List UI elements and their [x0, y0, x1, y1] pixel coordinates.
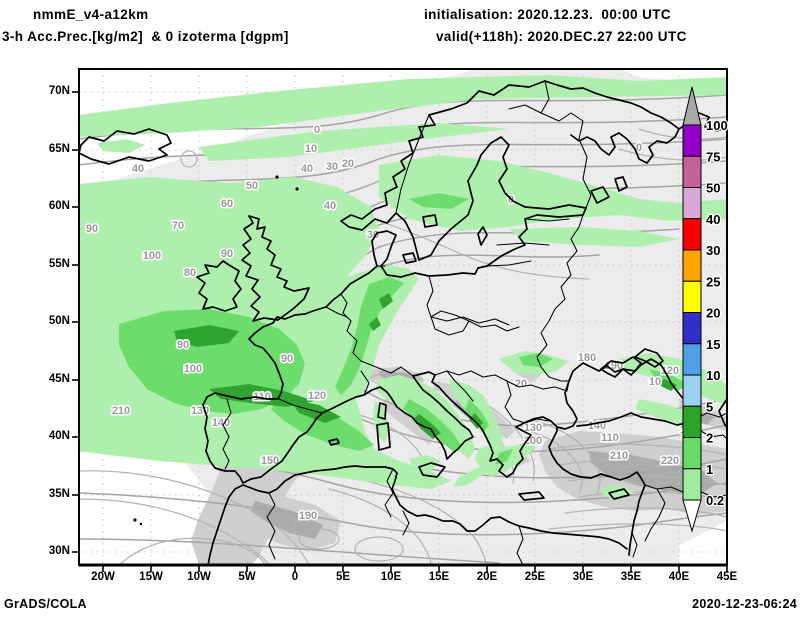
- lat-axis-label: 45N: [34, 373, 70, 385]
- contour-label: 40: [301, 163, 313, 175]
- contour-label: 190: [299, 510, 317, 522]
- colorbar-label: 5: [706, 399, 713, 414]
- lat-axis-label: 65N: [34, 143, 70, 155]
- lon-axis-label: 10W: [179, 571, 219, 583]
- contour-label: 60: [221, 198, 233, 210]
- contour-label: 70: [172, 220, 184, 232]
- contour-label: 0: [314, 124, 320, 136]
- lon-axis-label: 25E: [515, 571, 555, 583]
- lat-axis-label: 70N: [34, 85, 70, 97]
- colorbar-segment: [683, 125, 701, 156]
- colorbar-segment: [683, 281, 701, 312]
- colorbar-segment: [683, 219, 701, 250]
- lat-axis-label: 60N: [34, 200, 70, 212]
- contour-label: 50: [246, 180, 258, 192]
- lat-axis-label: 40N: [34, 430, 70, 442]
- lon-axis-label: 5W: [227, 571, 267, 583]
- lon-axis-label: 15E: [419, 571, 459, 583]
- colorbar-segment: [683, 250, 701, 281]
- contour-label: 120: [308, 390, 326, 402]
- contour-label: 90: [221, 248, 233, 260]
- contour-label: 100: [143, 250, 161, 262]
- colorbar-label: 15: [706, 337, 720, 352]
- lon-axis-label: 10E: [371, 571, 411, 583]
- colorbar-segment: [683, 469, 701, 500]
- colorbar-label: 75: [706, 149, 720, 164]
- contour-label: 80: [184, 267, 196, 279]
- lon-axis-label: 20W: [83, 571, 123, 583]
- colorbar-label: 30: [706, 243, 720, 258]
- colorbar-segment: [683, 188, 701, 219]
- lon-axis-label: 0: [275, 571, 315, 583]
- contour-label: 120: [661, 365, 679, 377]
- lat-axis-label: 30N: [34, 545, 70, 557]
- colorbar-segment: [683, 156, 701, 187]
- contour-label: 90: [177, 339, 189, 351]
- colorbar-label: 2: [706, 431, 713, 446]
- colorbar-label: 25: [706, 274, 720, 289]
- lat-axis-label: 50N: [34, 315, 70, 327]
- contour-label: 10: [649, 376, 661, 388]
- lon-axis-label: 35E: [611, 571, 651, 583]
- contour-label: 90: [281, 353, 293, 365]
- contour-label: 180: [578, 352, 596, 364]
- colorbar-label: 1: [706, 462, 713, 477]
- contour-label: 20: [515, 378, 527, 390]
- colorbar-label: 50: [706, 181, 720, 196]
- contour-label: 210: [112, 405, 130, 417]
- colorbar-label: 20: [706, 306, 720, 321]
- grads-weather-chart: nmmE_v4-a12km 3-h Acc.Prec.[kg/m2] & 0 i…: [0, 0, 800, 618]
- colorbar-label: 0.2: [706, 493, 724, 508]
- lat-axis-label: 55N: [34, 258, 70, 270]
- colorbar-segment: [683, 438, 701, 469]
- contour-label: 90: [86, 223, 98, 235]
- colorbar-label: 40: [706, 212, 720, 227]
- contour-label: 220: [661, 455, 679, 467]
- contour-label: 210: [610, 450, 628, 462]
- colorbar-segment: [683, 313, 701, 344]
- contour-label: 40: [132, 163, 144, 175]
- lat-axis-label: 35N: [34, 488, 70, 500]
- lon-axis-label: 20E: [467, 571, 507, 583]
- contour-label: 20: [342, 158, 354, 170]
- lon-axis-label: 15W: [131, 571, 171, 583]
- lon-axis-label: 45E: [707, 571, 747, 583]
- grads-credit: GrADS/COLA: [4, 597, 87, 611]
- colorbar-label: 100: [706, 118, 728, 133]
- lon-axis-label: 5E: [323, 571, 363, 583]
- map-plot: 0001010202030304040405060708090909090100…: [0, 0, 800, 618]
- lon-axis-label: 30E: [563, 571, 603, 583]
- lon-axis-label: 40E: [659, 571, 699, 583]
- contour-label: 100: [184, 363, 202, 375]
- colorbar-label: 10: [706, 368, 720, 383]
- colorbar-segment: [683, 375, 701, 406]
- contour-label: 40: [324, 200, 336, 212]
- map-canvas: 0001010202030304040405060708090909090100…: [79, 69, 727, 565]
- creation-timestamp: 2020-12-23-06:24: [692, 597, 797, 611]
- contour-label: 10: [305, 143, 317, 155]
- colorbar-segment: [683, 406, 701, 437]
- contour-label: 110: [601, 432, 619, 444]
- contour-label: 30: [326, 161, 338, 173]
- colorbar-segment: [683, 344, 701, 375]
